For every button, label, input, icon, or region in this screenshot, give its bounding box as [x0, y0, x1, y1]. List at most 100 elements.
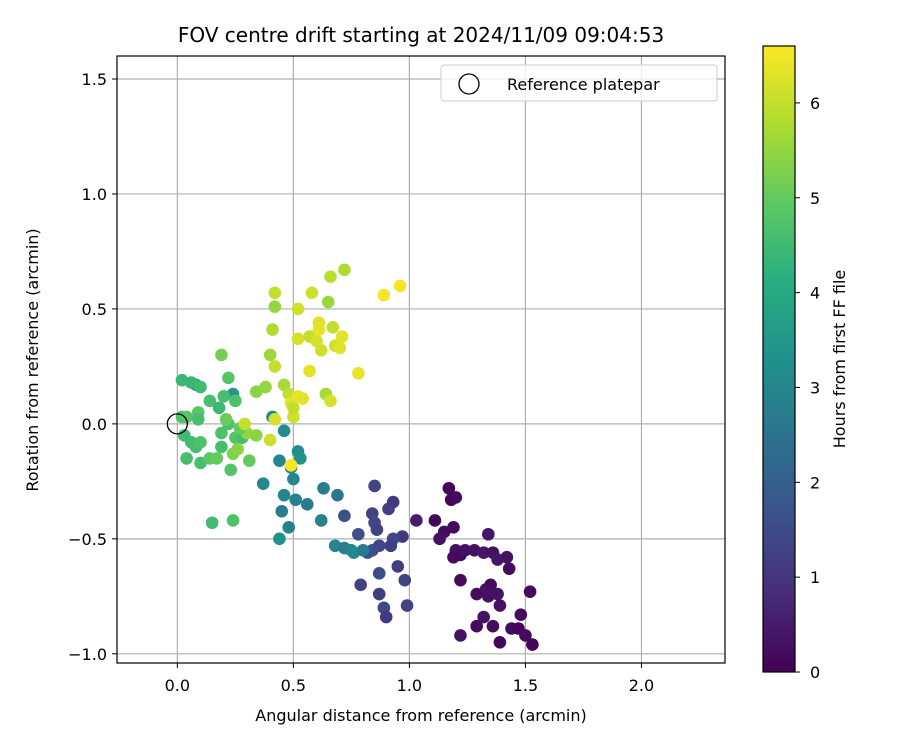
y-tick-label: 1.5: [82, 70, 107, 89]
data-point: [491, 587, 504, 601]
data-point: [180, 452, 193, 465]
data-point: [210, 452, 224, 465]
data-point: [277, 424, 291, 438]
data-point: [277, 488, 291, 502]
data-point: [312, 316, 326, 330]
plot-frame: [116, 55, 726, 664]
data-point: [477, 610, 490, 624]
data-point: [324, 270, 337, 284]
data-point: [326, 321, 340, 334]
y-axis-ticks: −1.0 −0.5 0.0 0.5 1.0 1.5: [68, 70, 117, 664]
data-point: [215, 426, 228, 440]
data-point: [205, 516, 219, 530]
data-point: [382, 502, 395, 516]
data-point: [493, 636, 507, 649]
y-tick-label: 1.0: [82, 185, 107, 204]
data-point: [398, 573, 412, 587]
data-point: [191, 412, 205, 426]
data-point: [263, 348, 277, 362]
x-tick-label: 2.0: [629, 676, 654, 695]
data-point: [194, 435, 207, 449]
data-point: [289, 493, 302, 507]
data-point: [470, 587, 483, 601]
data-point: [449, 491, 463, 504]
data-point: [175, 373, 189, 387]
data-point: [379, 610, 393, 624]
data-point: [477, 546, 490, 559]
data-point: [194, 456, 207, 470]
data-point: [219, 412, 233, 426]
data-point: [454, 573, 467, 587]
data-points: [175, 263, 539, 651]
data-point: [370, 523, 384, 536]
data-point: [324, 394, 337, 408]
data-point: [391, 560, 405, 573]
data-point: [368, 479, 381, 493]
data-point: [305, 286, 319, 300]
x-tick-label: 0.0: [165, 676, 190, 695]
data-point: [300, 498, 314, 511]
y-axis-title: Rotation from reference (arcmin): [23, 228, 42, 491]
data-point: [217, 389, 231, 403]
data-point: [259, 380, 272, 394]
data-point: [428, 514, 442, 527]
colorbar-tick-label: 4: [810, 284, 820, 303]
colorbar-tick-label: 2: [810, 473, 820, 492]
colorbar-ticks: 0 1 2 3 4 5 6: [795, 94, 820, 682]
reference-marker: [166, 413, 188, 435]
data-point: [268, 412, 282, 426]
data-point: [275, 504, 289, 518]
data-point: [372, 587, 386, 601]
data-point: [514, 608, 528, 622]
data-point: [481, 527, 495, 541]
data-point: [282, 521, 296, 534]
data-point: [317, 481, 330, 495]
colorbar: [762, 45, 796, 673]
colorbar-tick-label: 6: [810, 94, 820, 113]
legend-box: [440, 64, 718, 102]
data-point: [356, 544, 370, 557]
data-point: [470, 619, 483, 633]
data-point: [331, 488, 344, 502]
data-point: [321, 295, 335, 309]
colorbar-title: Hours from first FF file: [830, 270, 849, 449]
x-tick-label: 1.0: [397, 676, 422, 695]
data-point: [484, 578, 497, 592]
data-point: [287, 472, 300, 486]
colorbar-tick-label: 0: [810, 663, 820, 682]
data-point: [372, 567, 386, 580]
reference-marker-layer: [166, 413, 188, 435]
data-point: [400, 599, 414, 612]
x-axis-ticks: 0.0 0.5 1.0 1.5 2.0: [165, 663, 654, 695]
colorbar-tick-label: 5: [810, 189, 820, 208]
data-point: [354, 578, 367, 592]
data-point: [215, 440, 228, 454]
data-point: [249, 429, 263, 442]
y-tick-label: −1.0: [68, 645, 107, 664]
data-point: [352, 366, 365, 380]
data-point: [393, 279, 407, 293]
data-point: [447, 550, 460, 564]
y-tick-label: −0.5: [68, 530, 107, 549]
data-point: [273, 454, 286, 467]
data-point: [447, 521, 460, 534]
data-point: [333, 341, 347, 355]
chart-title: FOV centre drift starting at 2024/11/09 …: [178, 23, 664, 47]
data-point: [268, 300, 282, 313]
data-point: [486, 619, 500, 633]
data-point: [238, 417, 251, 431]
colorbar-tick-label: 1: [810, 568, 820, 587]
legend-reference-marker: [458, 73, 480, 95]
data-point: [249, 385, 263, 398]
legend-label-reference: Reference platepar: [507, 75, 660, 94]
data-point: [502, 562, 516, 576]
data-point: [352, 527, 365, 541]
data-point: [273, 532, 286, 546]
data-point: [266, 323, 279, 336]
data-point: [291, 302, 305, 316]
data-point: [458, 544, 472, 557]
data-point: [296, 392, 309, 405]
data-point: [284, 458, 298, 472]
data-point: [222, 371, 235, 385]
